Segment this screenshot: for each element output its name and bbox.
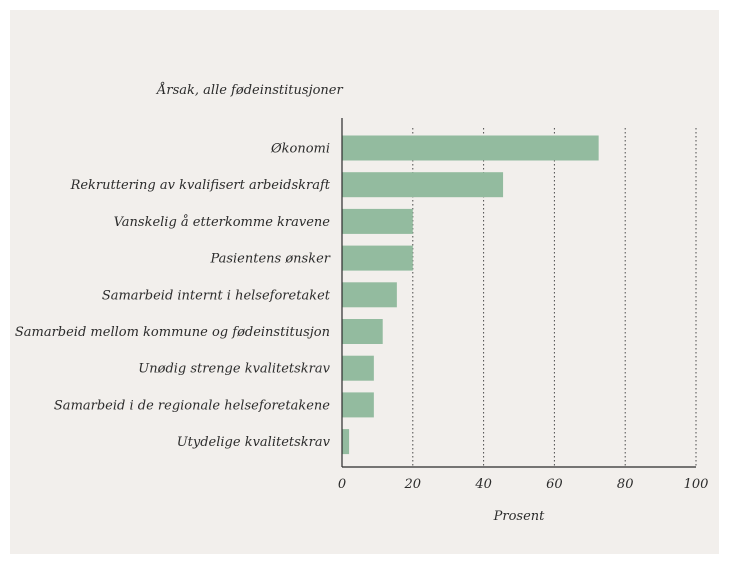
bars: [342, 135, 599, 455]
x-tick-label: 60: [546, 477, 563, 492]
bar: [342, 282, 397, 308]
bar: [342, 392, 374, 418]
chart-panel: [10, 10, 719, 554]
bar: [342, 172, 504, 198]
x-tick-label: 20: [404, 477, 422, 492]
chart-title: Årsak, alle fødeinstitusjoner: [155, 82, 343, 98]
bar: [342, 319, 383, 344]
x-tick-label: 100: [684, 477, 709, 492]
bar: [342, 135, 599, 161]
category-label: Pasientens ønsker: [209, 252, 330, 267]
x-axis-label: Prosent: [493, 509, 546, 524]
bar: [342, 208, 413, 234]
category-labels: Økonomi Rekruttering av kvalifisert arbei…: [15, 142, 331, 451]
bar: [342, 355, 374, 381]
x-tick-labels: 0 20 40 60 80 100: [338, 477, 709, 492]
x-tick-label: 40: [474, 477, 492, 492]
category-label: Unødig strenge kvalitetskrav: [138, 362, 330, 377]
category-label: Samarbeid internt i helseforetaket: [102, 288, 331, 303]
category-label: Økonomi: [270, 142, 330, 157]
category-label: Utydelige kvalitetskrav: [177, 435, 331, 450]
bar: [342, 245, 413, 271]
bar: [342, 429, 350, 455]
category-label: Samarbeid mellom kommune og fødeinstitus…: [15, 325, 330, 340]
category-label: Vanskelig å etterkomme kravene: [114, 214, 331, 230]
x-tick-label: 0: [338, 477, 346, 492]
category-label: Rekruttering av kvalifisert arbeidskraft: [70, 178, 331, 193]
x-tick-label: 80: [617, 477, 634, 492]
category-label: Samarbeid i de regionale helseforetakene: [54, 398, 330, 413]
